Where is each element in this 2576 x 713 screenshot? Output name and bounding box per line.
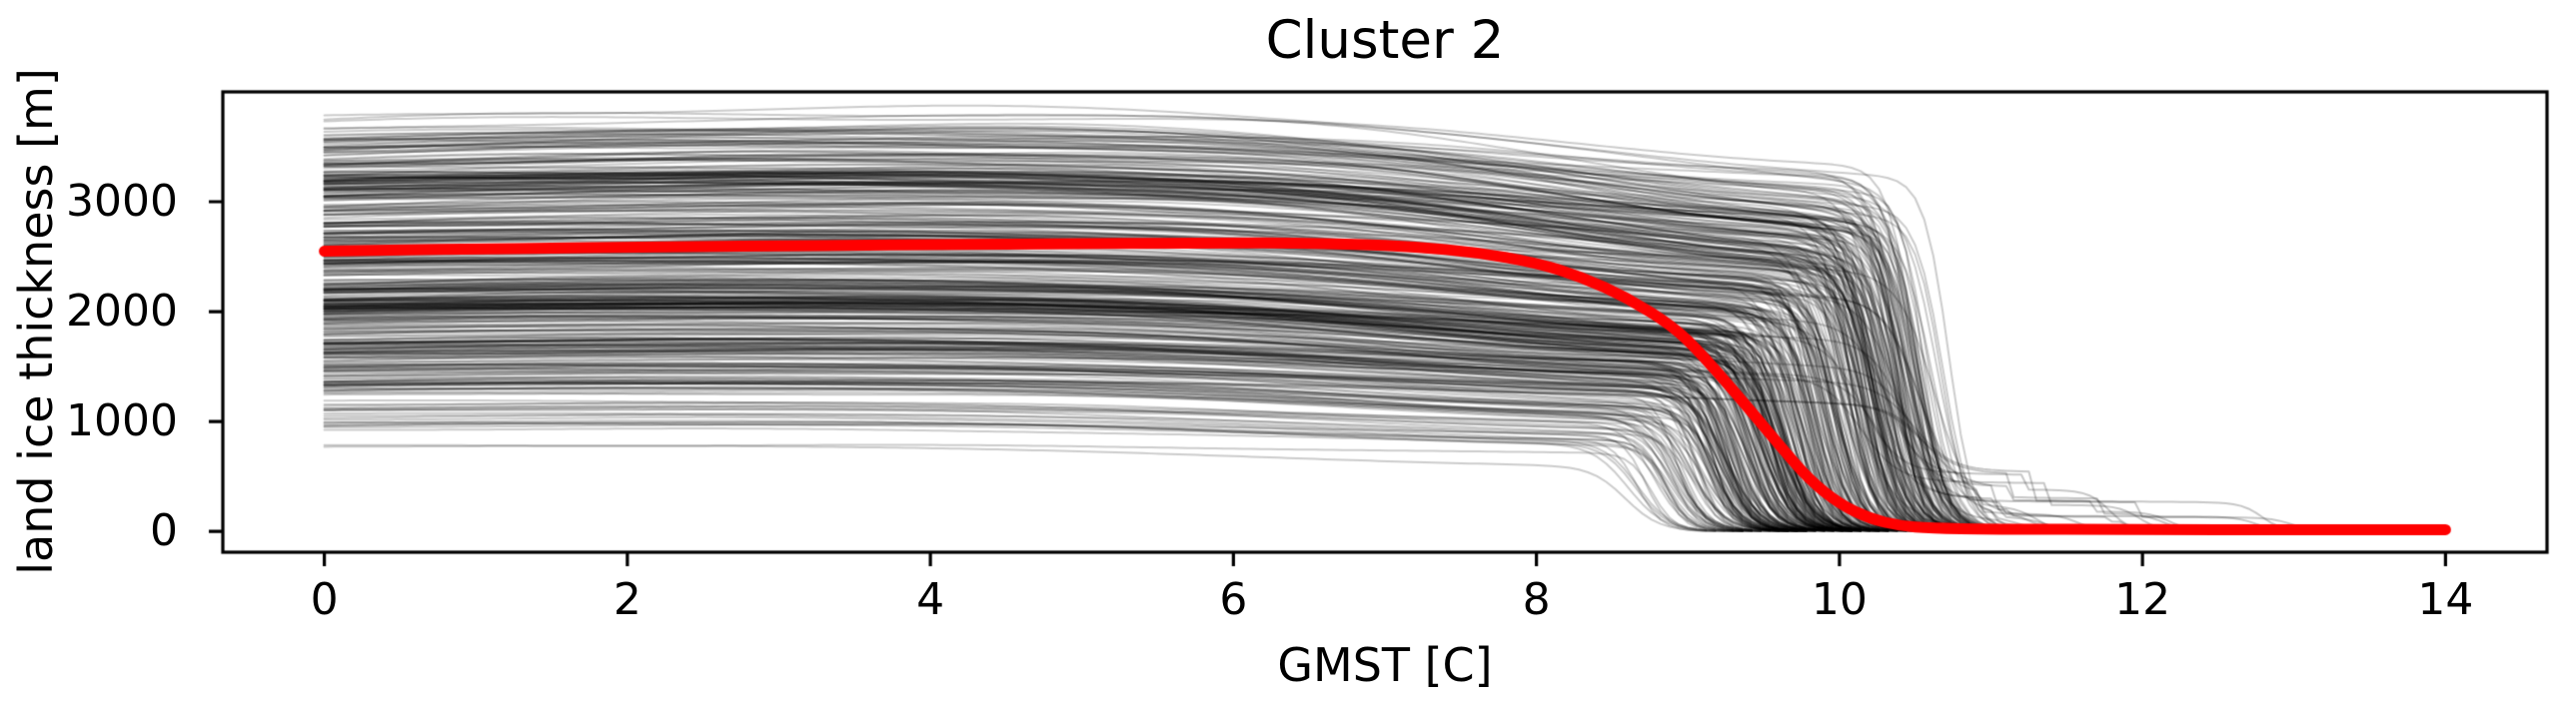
y-tick-label: 3000: [66, 176, 178, 228]
x-tick-label: 10: [1811, 574, 1868, 625]
x-tick-label: 14: [2417, 574, 2474, 625]
x-tick-label: 0: [310, 574, 339, 625]
x-axis-label: GMST [C]: [1277, 638, 1493, 692]
y-tick-label: 1000: [66, 395, 178, 447]
x-tick-label: 4: [916, 574, 945, 625]
x-tick-label: 6: [1219, 574, 1248, 625]
y-tick-label: 2000: [66, 286, 178, 338]
x-tick-label: 8: [1522, 574, 1551, 625]
chart-title: Cluster 2: [1265, 10, 1505, 71]
y-tick-label: 0: [150, 505, 178, 557]
x-tick-label: 2: [613, 574, 642, 625]
x-tick-label: 12: [2114, 574, 2171, 625]
